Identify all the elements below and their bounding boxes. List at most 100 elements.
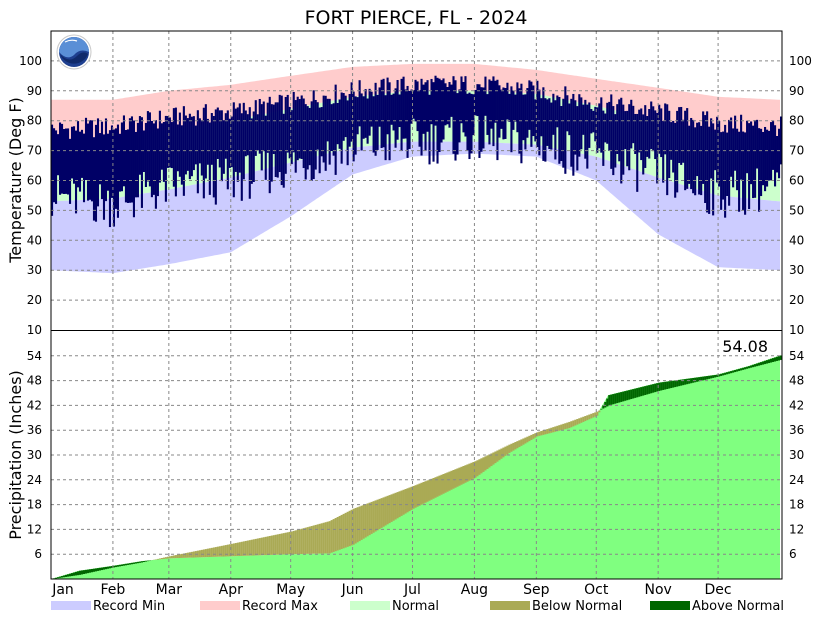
observed-temp-bar: [720, 132, 722, 210]
observed-temp-bar: [323, 96, 325, 163]
below-normal-bar: [478, 459, 480, 475]
above-normal-bar: [614, 394, 616, 404]
below-normal-bar: [395, 493, 397, 520]
above-normal-bar: [137, 562, 139, 563]
above-normal-bar: [93, 569, 95, 572]
observed-temp-bar: [225, 113, 227, 159]
temperature-panel: [51, 64, 782, 273]
observed-temp-bar: [193, 116, 195, 170]
observed-temp-bar: [89, 120, 91, 200]
observed-temp-bar: [245, 111, 247, 157]
above-normal-bar: [638, 388, 640, 397]
below-normal-bar: [311, 526, 313, 554]
observed-temp-bar: [552, 94, 554, 135]
above-normal-bar: [684, 379, 686, 385]
observed-temp-bar: [293, 92, 295, 152]
above-normal-bar: [97, 568, 99, 571]
observed-temp-bar: [578, 94, 580, 156]
observed-temp-bar: [407, 86, 409, 158]
observed-temp-bar: [303, 99, 305, 169]
above-normal-bar: [606, 399, 608, 407]
precipitation-tick-label-right: 12: [789, 522, 804, 536]
observed-temp-bar: [175, 108, 177, 197]
observed-temp-bar: [295, 100, 297, 173]
below-normal-bar: [381, 498, 383, 528]
observed-temp-bar: [289, 107, 291, 158]
observed-temp-bar: [265, 116, 267, 180]
observed-temp-bar: [734, 116, 736, 171]
observed-temp-bar: [385, 95, 387, 160]
observed-temp-bar: [185, 116, 187, 175]
observed-temp-bar: [283, 114, 285, 188]
below-normal-bar: [590, 414, 592, 419]
above-normal-bar: [662, 382, 664, 390]
temperature-tick-label-left: 30: [27, 263, 42, 277]
above-normal-bar: [133, 563, 135, 564]
observed-temp-bar: [540, 98, 542, 136]
below-normal-bar: [546, 429, 548, 434]
observed-temp-bar: [636, 114, 638, 192]
above-normal-bar: [652, 384, 654, 393]
above-normal-bar: [616, 393, 618, 403]
below-normal-bar: [560, 425, 562, 431]
observed-temp-bar: [702, 111, 704, 184]
precipitation-tick-label-left: 54: [27, 349, 42, 363]
below-normal-bar: [327, 522, 329, 554]
above-normal-bar: [57, 577, 59, 578]
observed-temp-bar: [440, 80, 442, 142]
below-normal-bar: [576, 419, 578, 425]
below-normal-bar: [407, 488, 409, 512]
legend-label: Above Normal: [692, 599, 784, 614]
observed-temp-bar: [127, 129, 129, 203]
observed-temp-bar: [594, 107, 596, 141]
above-normal-bar: [736, 369, 738, 371]
below-normal-bar: [369, 503, 371, 535]
below-normal-bar: [422, 482, 424, 504]
observed-temp-bar: [327, 99, 329, 142]
observed-temp-bar: [99, 133, 101, 184]
below-normal-bar: [333, 519, 335, 552]
observed-temp-bar: [105, 118, 107, 201]
above-normal-bar: [127, 564, 129, 565]
observed-temp-bar: [476, 84, 478, 116]
below-normal-bar: [255, 539, 257, 556]
observed-temp-bar: [420, 79, 422, 156]
above-normal-bar: [668, 381, 670, 388]
observed-temp-bar: [173, 108, 175, 187]
above-normal-bar: [714, 375, 716, 377]
below-normal-bar: [391, 494, 393, 522]
below-normal-bar: [305, 528, 307, 554]
below-normal-bar: [415, 485, 417, 508]
above-normal-bar: [660, 382, 662, 390]
below-normal-bar: [319, 524, 321, 554]
month-tick-label: Jun: [341, 582, 364, 598]
observed-temp-bar: [135, 132, 137, 197]
below-normal-bar: [175, 555, 177, 558]
above-normal-bar: [730, 371, 732, 373]
above-normal-bar: [101, 568, 103, 571]
below-normal-bar: [187, 553, 189, 558]
below-normal-bar: [357, 507, 359, 542]
observed-temp-bar: [508, 94, 510, 122]
above-normal-bar: [774, 357, 776, 361]
below-normal-bar: [389, 495, 391, 523]
above-normal-bar: [672, 381, 674, 388]
observed-temp-bar: [722, 132, 724, 200]
below-normal-bar: [426, 480, 428, 501]
observed-temp-bar: [101, 122, 103, 199]
observed-temp-bar: [714, 130, 716, 171]
observed-temp-bar: [574, 100, 576, 154]
observed-temp-bar: [217, 108, 219, 159]
precipitation-panel: [51, 355, 782, 579]
below-normal-bar: [303, 528, 305, 554]
below-normal-bar: [267, 536, 269, 555]
observed-temp-bar: [744, 132, 746, 214]
observed-temp-bar: [666, 104, 668, 195]
observed-temp-bar: [692, 120, 694, 193]
temperature-tick-label-right: 30: [789, 263, 804, 277]
above-normal-bar: [690, 378, 692, 383]
above-normal-bar: [125, 564, 127, 565]
below-normal-bar: [285, 533, 287, 555]
observed-temp-bar: [450, 85, 452, 117]
observed-temp-bar: [434, 76, 436, 126]
